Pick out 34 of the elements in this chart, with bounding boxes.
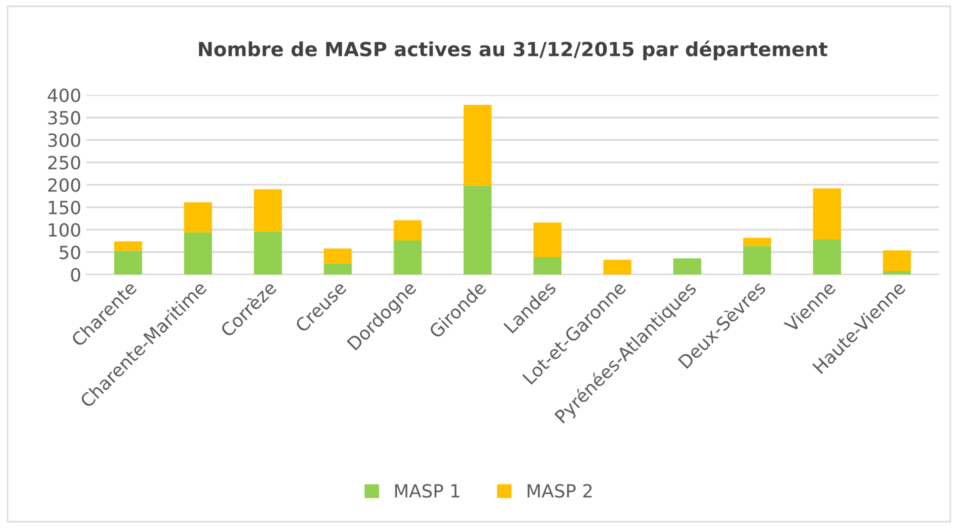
bar	[394, 220, 422, 240]
y-tick-label: 150	[48, 200, 80, 214]
bar	[882, 250, 911, 271]
y-tick-label: 300	[48, 133, 80, 148]
bar	[813, 188, 841, 240]
y-tick-label: 200	[48, 178, 80, 192]
legend-label: MASP 2	[528, 484, 592, 498]
bar	[533, 222, 562, 258]
legend-label: MASP 1	[395, 484, 460, 498]
y-tick-label: 400	[48, 88, 80, 102]
y-tick-label: 0	[71, 268, 80, 282]
bar	[254, 189, 282, 232]
bar	[184, 202, 212, 232]
bar	[464, 104, 492, 186]
bar	[184, 232, 212, 275]
bar	[743, 246, 772, 275]
bar	[324, 263, 352, 275]
y-tick-label: 250	[48, 156, 80, 170]
bar	[394, 240, 422, 275]
chart-title: Nombre de MASP actives au 31/12/2015 par département	[199, 40, 828, 60]
y-tick-label: 100	[48, 223, 80, 237]
bar	[882, 270, 911, 275]
bar	[464, 186, 492, 275]
bar	[673, 258, 702, 275]
y-tick-label: 50	[60, 246, 80, 260]
bar	[813, 240, 841, 275]
bar	[743, 238, 772, 246]
bar	[254, 232, 282, 275]
bar	[324, 248, 352, 264]
bar	[114, 250, 142, 275]
bar	[533, 257, 562, 275]
bar	[603, 260, 632, 275]
y-tick-label: 350	[48, 110, 80, 125]
bar	[114, 241, 142, 251]
